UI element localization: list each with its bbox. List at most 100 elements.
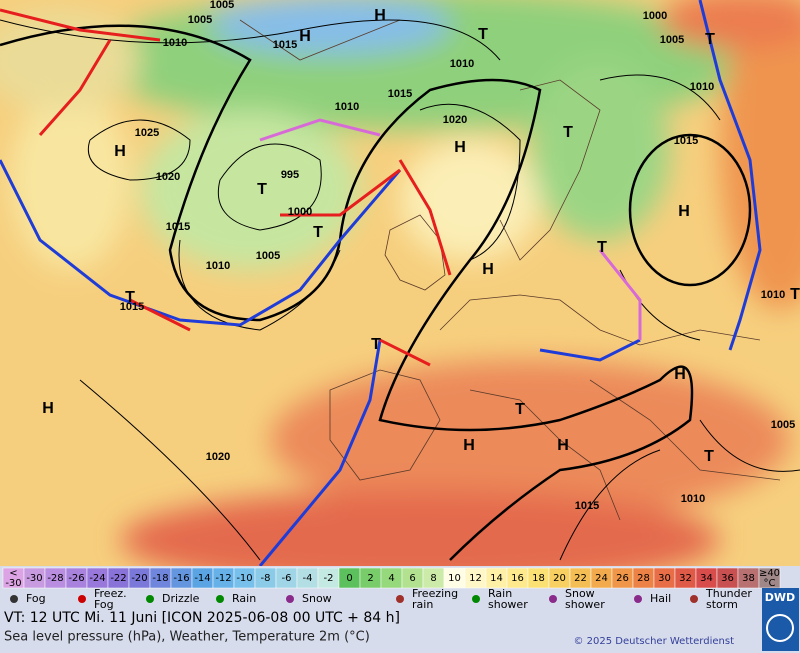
isobar-label: 1010 — [335, 101, 359, 113]
isobar-label: 1010 — [163, 37, 187, 49]
scale-label: 28 — [637, 573, 650, 584]
legend-label: Freezing rain — [412, 587, 458, 611]
legend-icon — [690, 595, 698, 603]
isobar-label: 1010 — [690, 81, 714, 93]
scale-label: -4 — [303, 573, 313, 584]
isobar-label: 1000 — [288, 206, 312, 218]
scale-label: 6 — [409, 573, 415, 584]
isobar-label: 1015 — [120, 301, 144, 313]
legend-label: Thunder storm — [705, 587, 752, 611]
isobar-label: 1010 — [206, 260, 230, 272]
pressure-center: T — [705, 31, 715, 48]
scale-label: -30 — [5, 578, 21, 589]
legend-icon — [549, 595, 557, 603]
legend-icon — [286, 595, 294, 603]
pressure-center: T — [563, 124, 573, 141]
scale-label: 30 — [658, 573, 671, 584]
pressure-center: T — [515, 401, 525, 418]
scale-label: 32 — [679, 573, 692, 584]
scale-label: 12 — [469, 573, 482, 584]
legend-icon — [10, 595, 18, 603]
scale-label: 14 — [490, 573, 503, 584]
isobar-label: 1005 — [188, 14, 212, 26]
scale-label: -26 — [68, 573, 84, 584]
scale-label: 34 — [700, 573, 713, 584]
copyright: © 2025 Deutscher Wetterdienst — [573, 636, 734, 647]
scale-label: 0 — [346, 573, 352, 584]
isobar-label: 1015 — [674, 135, 698, 147]
isobar-label: 1010 — [681, 493, 705, 505]
scale-label: -10 — [236, 573, 252, 584]
scale-label: 16 — [511, 573, 524, 584]
isobar-label: 995 — [281, 169, 299, 181]
scale-label: -30 — [26, 573, 42, 584]
isobar-label: 1015 — [388, 88, 412, 100]
description: Sea level pressure (hPa), Weather, Tempe… — [4, 630, 370, 645]
scale-label: -16 — [173, 573, 189, 584]
scale-label: 22 — [574, 573, 587, 584]
isobar-label: 1005 — [210, 0, 234, 11]
pressure-center: T — [125, 289, 135, 306]
legend-label: Rain — [232, 592, 256, 605]
logo-icon — [766, 614, 794, 642]
scale-label: -22 — [110, 573, 126, 584]
legend-icon — [472, 595, 480, 603]
scale-label: 10 — [448, 573, 461, 584]
scale-label: -20 — [131, 573, 147, 584]
legend-label: Fog — [26, 592, 46, 605]
pressure-center: H — [374, 7, 386, 24]
legend-icon — [146, 595, 154, 603]
legend-icon — [634, 595, 642, 603]
pressure-center: T — [313, 224, 323, 241]
isobar-label: 1005 — [660, 34, 684, 46]
scale-label: -14 — [194, 573, 210, 584]
scale-label: °C — [764, 578, 776, 589]
logo-text: DWD — [765, 591, 795, 604]
pressure-center: T — [597, 239, 607, 256]
scale-label: 20 — [553, 573, 566, 584]
isobar-label: 1000 — [643, 10, 667, 22]
scale-label: 2 — [367, 573, 373, 584]
scale-label: 4 — [388, 573, 394, 584]
scale-label: -6 — [282, 573, 292, 584]
scale-label: -8 — [261, 573, 271, 584]
scale-label: < — [9, 568, 17, 579]
isobar-label: 1010 — [761, 289, 785, 301]
scale-label: -2 — [324, 573, 334, 584]
scale-label: -28 — [47, 573, 63, 584]
isobar-label: 1010 — [450, 58, 474, 70]
legend-icon — [216, 595, 224, 603]
pressure-center: H — [454, 139, 466, 156]
pressure-center: H — [463, 437, 475, 454]
isobar-label: 1025 — [135, 127, 159, 139]
legend-label: Drizzle — [162, 592, 200, 605]
pressure-center: H — [114, 143, 126, 160]
pressure-center: H — [557, 437, 569, 454]
isobar-label: 1015 — [166, 221, 190, 233]
legend-label: Rain shower — [488, 587, 528, 611]
isobar-label: 1015 — [575, 500, 599, 512]
legend-label: Snow shower — [565, 587, 605, 611]
pressure-center: H — [674, 366, 686, 383]
scale-label: -18 — [152, 573, 168, 584]
scale-label: 26 — [616, 573, 629, 584]
pressure-center: T — [790, 286, 800, 303]
scale-label: -12 — [215, 573, 231, 584]
isobar-label: 1020 — [443, 114, 467, 126]
pressure-center: H — [678, 203, 690, 220]
scale-label: 8 — [430, 573, 436, 584]
scale-label: 18 — [532, 573, 545, 584]
scale-label: 38 — [742, 573, 755, 584]
isobar-label: 1005 — [771, 419, 795, 431]
scale-label: 24 — [595, 573, 608, 584]
scale-label: 36 — [721, 573, 734, 584]
pressure-center: T — [257, 181, 267, 198]
pressure-center: T — [704, 448, 714, 465]
legend-icon — [78, 595, 86, 603]
pressure-center: H — [42, 400, 54, 417]
legend-label: Snow — [302, 592, 332, 605]
pressure-center: H — [299, 28, 311, 45]
